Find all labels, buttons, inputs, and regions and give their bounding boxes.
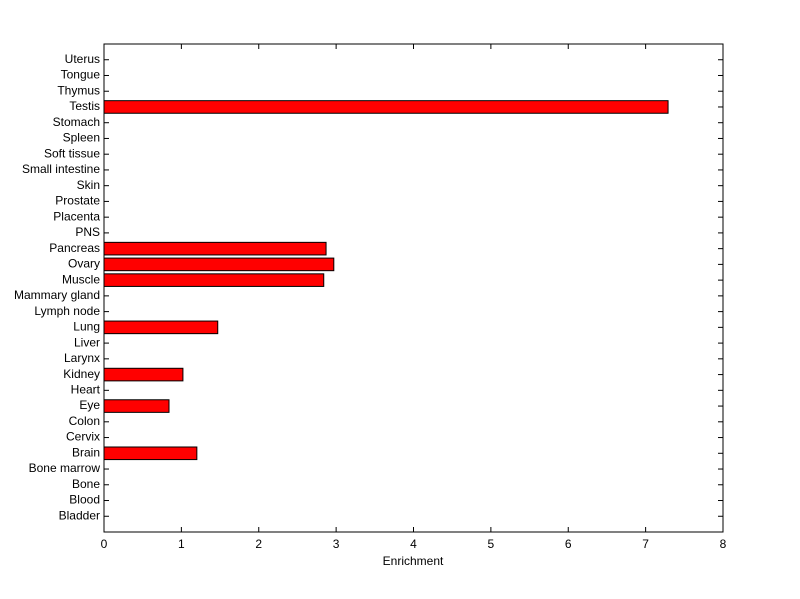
y-tick-label: Pancreas xyxy=(49,241,100,255)
y-tick-label: Placenta xyxy=(53,209,100,223)
x-tick-label: 7 xyxy=(642,537,649,551)
y-tick-label: Soft tissue xyxy=(44,146,100,160)
x-tick-label: 0 xyxy=(101,537,108,551)
bar xyxy=(103,320,219,335)
y-tick-label: Cervix xyxy=(66,430,100,444)
y-tick-label: Stomach xyxy=(53,115,100,129)
y-tick-label: Blood xyxy=(69,493,100,507)
x-tick-label: 4 xyxy=(410,537,417,551)
x-axis-label: Enrichment xyxy=(383,554,444,568)
bar xyxy=(103,399,170,413)
bar xyxy=(103,273,325,287)
y-tick-label: Prostate xyxy=(55,194,100,208)
y-tick-label: Bone marrow xyxy=(29,461,101,475)
y-tick-label: Kidney xyxy=(63,367,100,381)
y-tick-label: Ovary xyxy=(68,257,100,271)
y-tick-label: Uterus xyxy=(65,52,100,66)
x-tick-label: 1 xyxy=(178,537,185,551)
y-tick-label: Testis xyxy=(69,99,100,113)
bar xyxy=(103,367,184,382)
y-tick-label: Lung xyxy=(73,320,100,334)
y-tick-label: Muscle xyxy=(62,272,100,286)
y-tick-label: Colon xyxy=(69,414,100,428)
y-tick-label: Larynx xyxy=(64,351,100,365)
y-tick-label: Mammary gland xyxy=(14,288,100,302)
x-tick-label: 8 xyxy=(720,537,727,551)
y-tick-label: Tongue xyxy=(61,68,101,82)
y-tick-label: Brain xyxy=(72,445,100,459)
y-tick-label: Spleen xyxy=(63,131,100,145)
y-tick-label: Small intestine xyxy=(22,162,100,176)
x-tick-label: 6 xyxy=(565,537,572,551)
y-tick-label: Liver xyxy=(74,335,100,349)
y-tick-label: Lymph node xyxy=(34,304,100,318)
bar xyxy=(103,257,335,272)
y-tick-label: PNS xyxy=(75,225,100,239)
x-tick-label: 5 xyxy=(488,537,495,551)
x-tick-label: 3 xyxy=(333,537,340,551)
bar xyxy=(103,100,669,114)
y-tick-label: Heart xyxy=(71,382,101,396)
bar xyxy=(103,446,198,461)
bar xyxy=(103,241,327,256)
y-tick-label: Eye xyxy=(79,398,100,412)
y-tick-label: Thymus xyxy=(57,83,100,97)
y-tick-label: Bone xyxy=(72,477,100,491)
y-tick-label: Bladder xyxy=(59,508,100,522)
x-tick-label: 2 xyxy=(255,537,262,551)
y-tick-label: Skin xyxy=(77,178,100,192)
